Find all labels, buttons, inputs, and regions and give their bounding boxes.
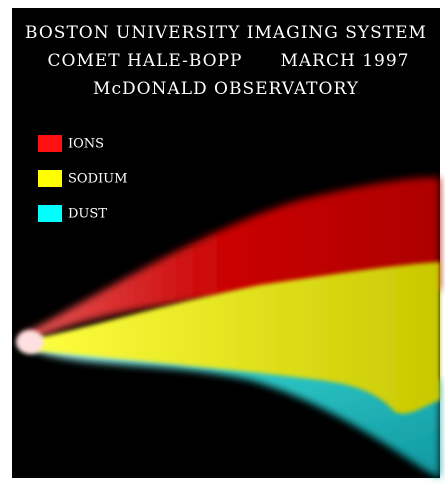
legend-swatch: [38, 170, 62, 187]
legend-swatch: [38, 205, 62, 222]
legend-label: IONS: [68, 137, 104, 152]
comet-nucleus: [16, 330, 44, 354]
header-line: MARCH 1997: [281, 51, 410, 71]
header-line: BOSTON UNIVERSITY IMAGING SYSTEM: [25, 23, 427, 43]
legend-label: DUST: [68, 207, 107, 222]
header-line: McDONALD OBSERVATORY: [93, 79, 359, 99]
header-line: COMET HALE-BOPP: [48, 51, 243, 71]
page: {"header": {"lines": ["BOSTON UNIVERSITY…: [0, 0, 445, 485]
legend-label: SODIUM: [68, 172, 127, 187]
legend-swatch: [38, 135, 62, 152]
comet-image: BOSTON UNIVERSITY IMAGING SYSTEM COMET H…: [0, 0, 445, 485]
